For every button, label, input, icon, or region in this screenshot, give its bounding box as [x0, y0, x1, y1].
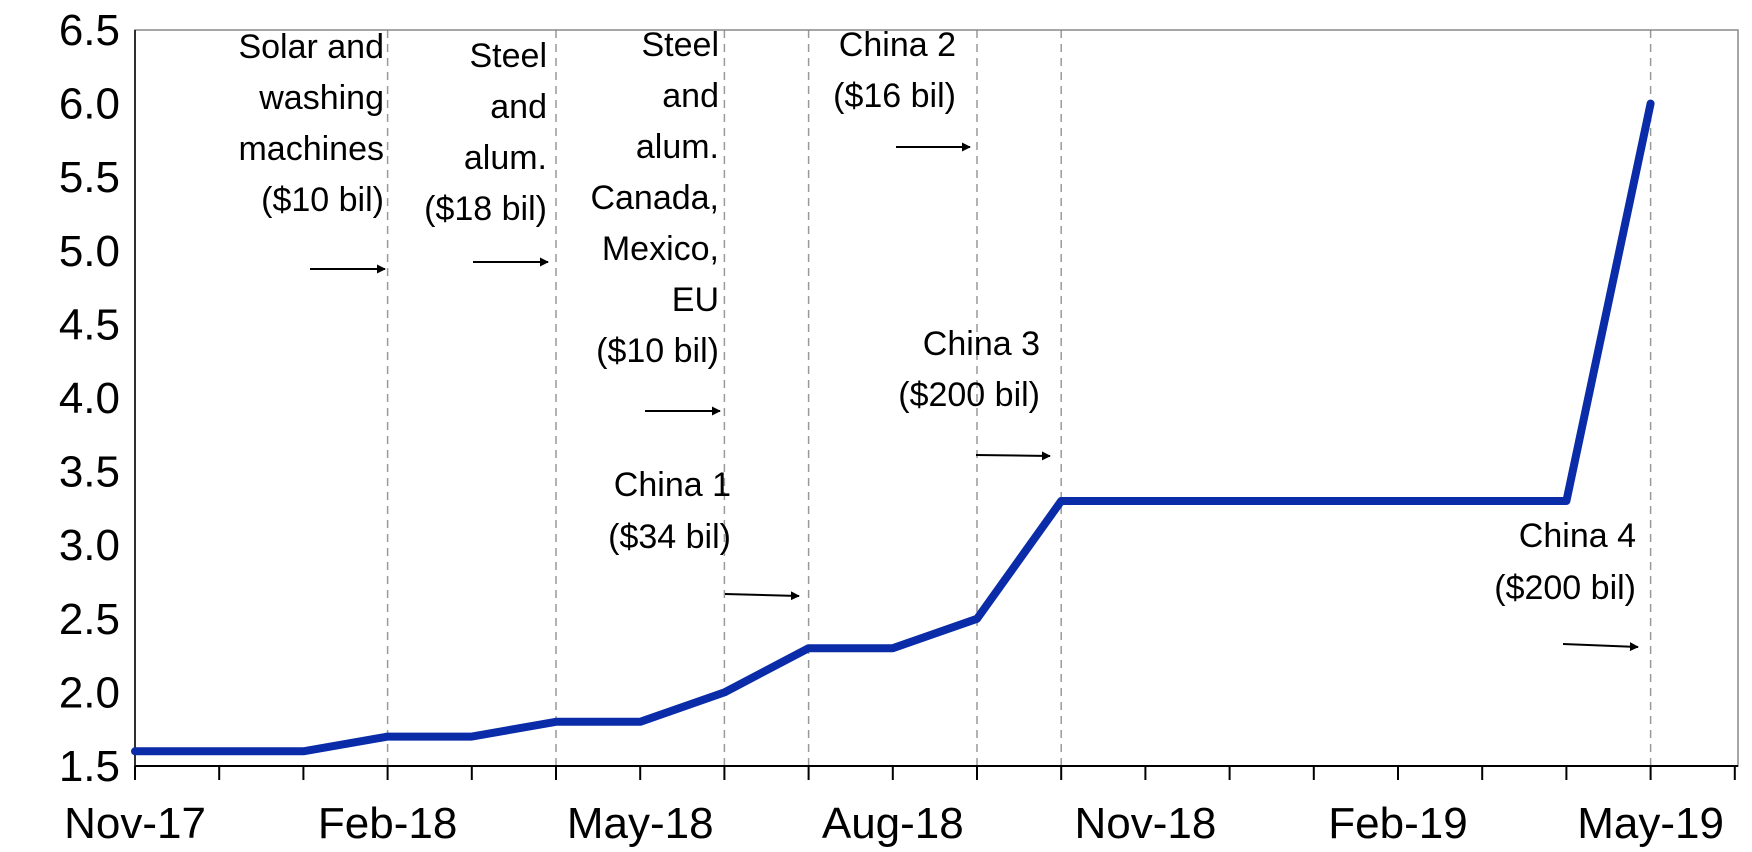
- data-point: [808, 647, 810, 649]
- annotation-text: ($18 bil): [424, 190, 547, 228]
- data-point: [302, 750, 304, 752]
- annotation-text: Solar and: [238, 28, 384, 66]
- annotation-text: ($10 bil): [596, 332, 719, 370]
- annotation-text: China 3: [923, 325, 1040, 363]
- data-point: [134, 750, 136, 752]
- x-tick-label: May-18: [567, 799, 714, 848]
- annotation: Steel and alum. Canada, Mexico, EU ($10 bil): [590, 26, 721, 416]
- event-marker-lines: [386, 30, 1652, 766]
- annotation-arrow: [975, 451, 1051, 461]
- annotation-arrow: [724, 591, 800, 601]
- annotation-text: Steel: [470, 37, 548, 75]
- annotation-text: machines: [238, 130, 384, 168]
- annotations-layer: Solar and washing machines ($10 bil) Steel an…: [238, 26, 1639, 652]
- axes: Nov-17 Feb-18 May-18 Aug-18 Nov-18 Feb-19 May-…: [59, 6, 1739, 848]
- annotation-text: alum.: [636, 128, 719, 166]
- annotation: China 4 ($200 bil): [1494, 517, 1639, 652]
- data-point: [1229, 500, 1231, 502]
- y-tick-label: 4.0: [59, 374, 120, 423]
- y-tick-label: 2.0: [59, 668, 120, 717]
- data-point: [976, 618, 978, 620]
- data-point: [1060, 500, 1062, 502]
- y-tick-label: 3.0: [59, 521, 120, 570]
- annotation-text: ($200 bil): [898, 376, 1040, 414]
- data-point: [1144, 500, 1146, 502]
- annotation-text: and: [490, 88, 547, 126]
- y-tick-label: 3.5: [59, 448, 120, 497]
- annotation-text: EU: [672, 281, 719, 319]
- x-tick-label: Nov-17: [64, 799, 206, 848]
- data-point: [1481, 500, 1483, 502]
- y-tick-label: 1.5: [59, 742, 120, 791]
- annotation-text: Mexico,: [602, 230, 719, 268]
- y-tick-label: 5.0: [59, 227, 120, 276]
- annotation-text: ($16 bil): [833, 77, 956, 115]
- annotation-text: washing: [258, 79, 384, 117]
- annotation-text: Steel: [642, 26, 720, 64]
- data-point: [218, 750, 220, 752]
- annotation-text: China 1: [614, 466, 731, 504]
- annotation-text: Canada,: [590, 179, 719, 217]
- data-point: [723, 691, 725, 693]
- series-layer: [131, 99, 1655, 756]
- x-tick-label: May-19: [1577, 799, 1724, 848]
- y-tick-label: 6.0: [59, 80, 120, 129]
- data-point: [1397, 500, 1399, 502]
- annotation: Solar and washing machines ($10 bil): [238, 28, 386, 274]
- annotation-text: ($10 bil): [261, 181, 384, 219]
- data-point: [1565, 500, 1567, 502]
- annotation-text: ($200 bil): [1494, 569, 1636, 607]
- annotation: China 2 ($16 bil): [833, 26, 971, 152]
- data-point: [1313, 500, 1315, 502]
- annotation-arrow: [1562, 642, 1639, 652]
- annotation: China 1 ($34 bil): [608, 466, 800, 601]
- annotation-text: and: [662, 77, 719, 115]
- data-point: [892, 647, 894, 649]
- data-point: [387, 736, 389, 738]
- annotation-text: ($34 bil): [608, 518, 731, 556]
- y-tick-label: 4.5: [59, 300, 120, 349]
- x-tick-label: Nov-18: [1074, 799, 1216, 848]
- annotation-text: alum.: [464, 139, 547, 177]
- x-tick-label: Aug-18: [822, 799, 964, 848]
- annotation-text: China 2: [839, 26, 956, 64]
- y-tick-label: 6.5: [59, 6, 120, 55]
- data-point: [1650, 103, 1652, 105]
- annotation: China 3 ($200 bil): [898, 325, 1051, 461]
- annotation: Steel and alum. ($18 bil): [424, 37, 549, 267]
- x-tick-label: Feb-18: [318, 799, 457, 848]
- y-tick-label: 2.5: [59, 595, 120, 644]
- data-point: [471, 736, 473, 738]
- data-point: [639, 721, 641, 723]
- data-point: [555, 721, 557, 723]
- annotation-text: China 4: [1519, 517, 1636, 555]
- x-tick-label: Feb-19: [1328, 799, 1467, 848]
- y-tick-label: 5.5: [59, 153, 120, 202]
